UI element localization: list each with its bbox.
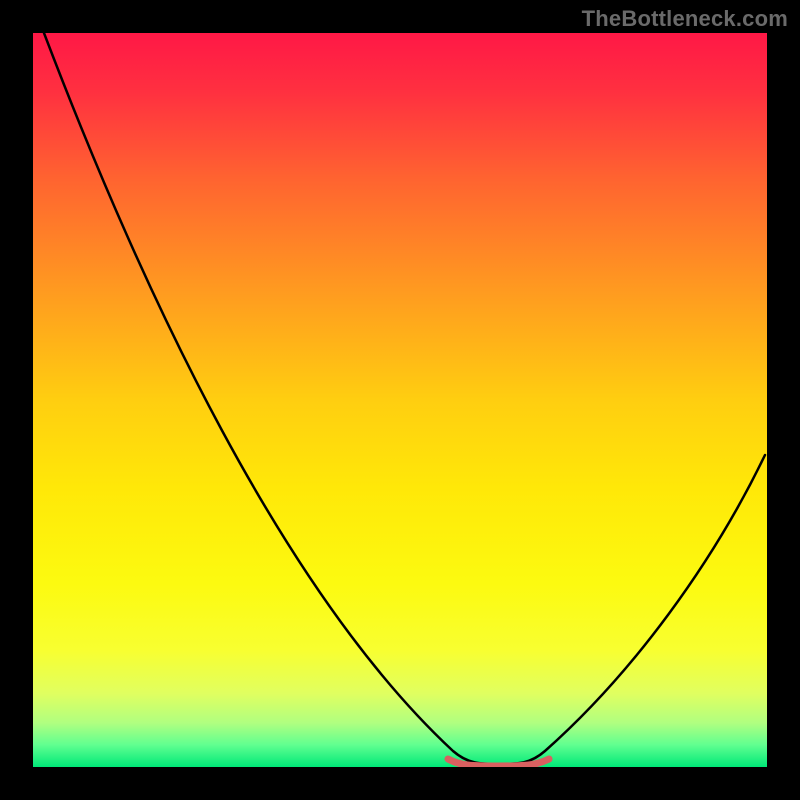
watermark-text: TheBottleneck.com — [582, 6, 788, 32]
chart-frame: TheBottleneck.com — [0, 0, 800, 800]
plot-area — [33, 33, 767, 767]
valley-marker — [448, 759, 549, 766]
curve-layer — [33, 33, 767, 767]
bottleneck-curve — [44, 33, 765, 764]
